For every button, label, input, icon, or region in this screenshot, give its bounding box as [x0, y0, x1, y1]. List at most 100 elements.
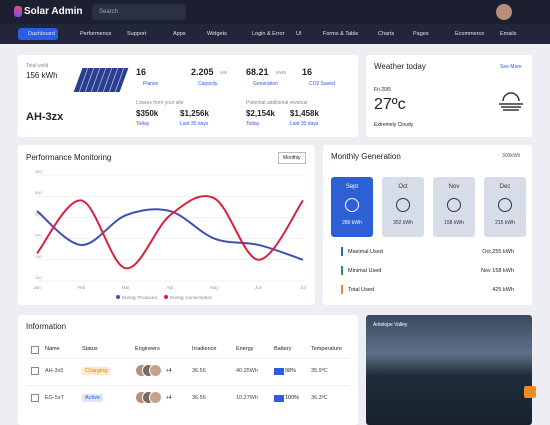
cell: 36.56 — [192, 368, 206, 374]
cell: 10.27Wh — [236, 395, 259, 401]
stat-label: Planes — [143, 81, 159, 87]
row-label: Maximal Used — [348, 249, 383, 255]
monthly-title: Monthly Generation — [331, 152, 401, 161]
cell: Charging — [82, 367, 111, 375]
cell: Active — [82, 394, 103, 402]
x-tick-label: Feb — [77, 285, 85, 290]
info-title: Information — [26, 322, 67, 331]
revenue-label: Today — [246, 121, 260, 127]
stat-label: Capacity — [198, 81, 218, 87]
x-tick-label: Apr — [166, 285, 174, 290]
nav-item[interactable]: Apps — [173, 31, 186, 37]
legend-swatch — [116, 295, 120, 299]
nav-item[interactable]: Ecommerce — [455, 31, 485, 37]
cell: AH-3x5 — [45, 368, 64, 374]
x-tick-label: Mar — [122, 285, 130, 290]
site-id: AH-3zx — [26, 111, 64, 123]
temperature: 27ºc — [374, 96, 406, 113]
nav-item[interactable]: Performence — [80, 31, 112, 37]
total-value: 156 kWh — [26, 71, 58, 80]
revenue-label: Last 30 days — [290, 121, 319, 127]
path — [502, 92, 520, 102]
row-divider — [26, 385, 350, 386]
nav-item[interactable]: Emails — [500, 31, 517, 37]
row-marker — [341, 285, 343, 294]
engineer-avatar — [149, 364, 162, 377]
stat-unit: kW — [220, 70, 228, 75]
nav-item[interactable]: Pages — [413, 31, 429, 37]
image-card — [366, 315, 532, 425]
search-placeholder: Search — [99, 9, 119, 15]
nav-item[interactable]: Support — [127, 31, 147, 37]
fog-icon — [499, 92, 523, 111]
column-header: Battery — [274, 346, 292, 352]
row-label: Total Used — [348, 287, 374, 293]
nav-item[interactable]: Login & Error — [252, 31, 285, 37]
month-value: 280 kWh — [342, 220, 362, 226]
brand: Solar Admin — [24, 6, 83, 17]
logo — [14, 6, 22, 17]
row-value: Nov 158 kWh — [480, 268, 514, 274]
nav-item[interactable]: Charts — [378, 31, 395, 37]
stat-label: CO2 Saved — [309, 81, 335, 87]
x-tick-label: May — [210, 285, 219, 290]
x-tick-label: Jun — [255, 285, 263, 290]
cell: 36.3ºC — [311, 395, 328, 401]
nav-item[interactable]: Dashboard — [18, 28, 58, 40]
month-icon — [396, 198, 410, 212]
row-label: Minimal Used — [348, 268, 382, 274]
nav-item[interactable]: UI — [296, 31, 302, 37]
row-marker — [341, 266, 343, 275]
checkbox — [31, 394, 39, 402]
cell: +4 — [166, 368, 172, 374]
y-tick-label: 150 — [35, 254, 42, 259]
column-header: Status — [82, 346, 98, 352]
revenue-title: Losses from your site — [136, 100, 184, 106]
engineer-avatar — [149, 391, 162, 404]
stat-unit: mWh — [275, 70, 287, 75]
month-icon — [447, 198, 461, 212]
revenue-value: $1,458k — [290, 109, 319, 118]
checkbox — [31, 346, 39, 354]
series-line — [36, 208, 304, 261]
column-header: Energy — [236, 346, 254, 352]
search[interactable] — [92, 4, 186, 20]
monthly-button[interactable]: Monthly — [278, 152, 306, 164]
cell: 36.56 — [192, 395, 206, 401]
revenue-value: $350k — [136, 109, 159, 118]
see-more[interactable]: See More — [500, 64, 522, 70]
nav-bar — [0, 24, 550, 44]
month-icon — [498, 198, 512, 212]
checkbox — [31, 367, 39, 375]
weather-date: Fri 20/5 — [374, 87, 391, 93]
revenue-value: $2,154k — [246, 109, 275, 118]
column-header: Temperature — [311, 346, 342, 352]
legend-label: Energy Consumption — [170, 295, 213, 300]
legend-swatch — [164, 295, 168, 299]
help-button[interactable] — [524, 386, 536, 398]
month-value: 158 kWh — [444, 220, 464, 226]
nav-item[interactable]: Widgets — [207, 31, 227, 37]
column-header: Engineers — [135, 346, 160, 352]
legend-label: Energy Produced — [122, 295, 157, 300]
total-label: Total yeild — [26, 63, 49, 69]
path — [499, 103, 523, 111]
month-value: 215 kWh — [495, 220, 515, 226]
month-name: Oct — [398, 184, 408, 190]
monthly-badge: 300kWh — [502, 153, 521, 159]
cell: 100% — [285, 395, 300, 401]
y-tick-label: 200 — [35, 233, 42, 238]
revenue-title: Potential additional revenue — [246, 100, 308, 106]
column-header: Irradience — [192, 346, 217, 352]
cell: 98% — [285, 368, 297, 374]
y-tick-label: 350 — [35, 169, 42, 174]
stat-value: 16 — [302, 67, 313, 77]
month-value: 352 kWh — [393, 220, 413, 226]
month-name: Dec — [499, 184, 511, 190]
x-tick-label: Jan — [33, 285, 41, 290]
nav-item[interactable]: Forms & Table — [323, 31, 359, 37]
column-header: Name — [45, 346, 60, 352]
y-tick-label: 300 — [35, 190, 42, 195]
